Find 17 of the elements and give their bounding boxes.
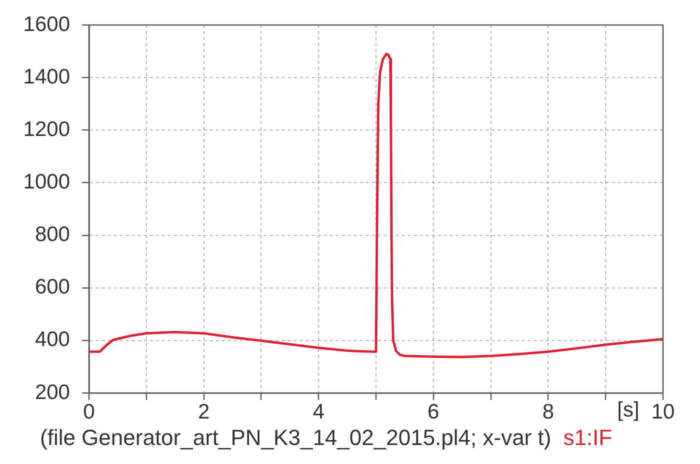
y-tick-label: 1000 (23, 170, 70, 194)
y-tick-label: 400 (34, 328, 70, 352)
x-tick-label: 6 (428, 400, 440, 424)
y-tick-label: 600 (34, 276, 70, 299)
text: s1:IF (563, 425, 612, 450)
x-tick-label: 2 (198, 400, 210, 424)
y-tick-label: 200 (34, 380, 70, 404)
text: (file Generator_art_PN_K3_14_02_2015.pl4; x-var t) (40, 425, 552, 450)
x-axis-title: [s] (617, 398, 640, 422)
x-tick-label: 10 (651, 400, 675, 424)
y-tick-label: 1200 (23, 118, 70, 141)
y-tick-label: 800 (34, 223, 70, 246)
x-tick-label: 8 (542, 400, 554, 424)
y-tick-label: 1600 (23, 12, 70, 36)
x-tick-label: 4 (312, 400, 325, 424)
x-tick-label: 0 (83, 400, 95, 424)
y-tick-label: 1400 (23, 65, 70, 88)
